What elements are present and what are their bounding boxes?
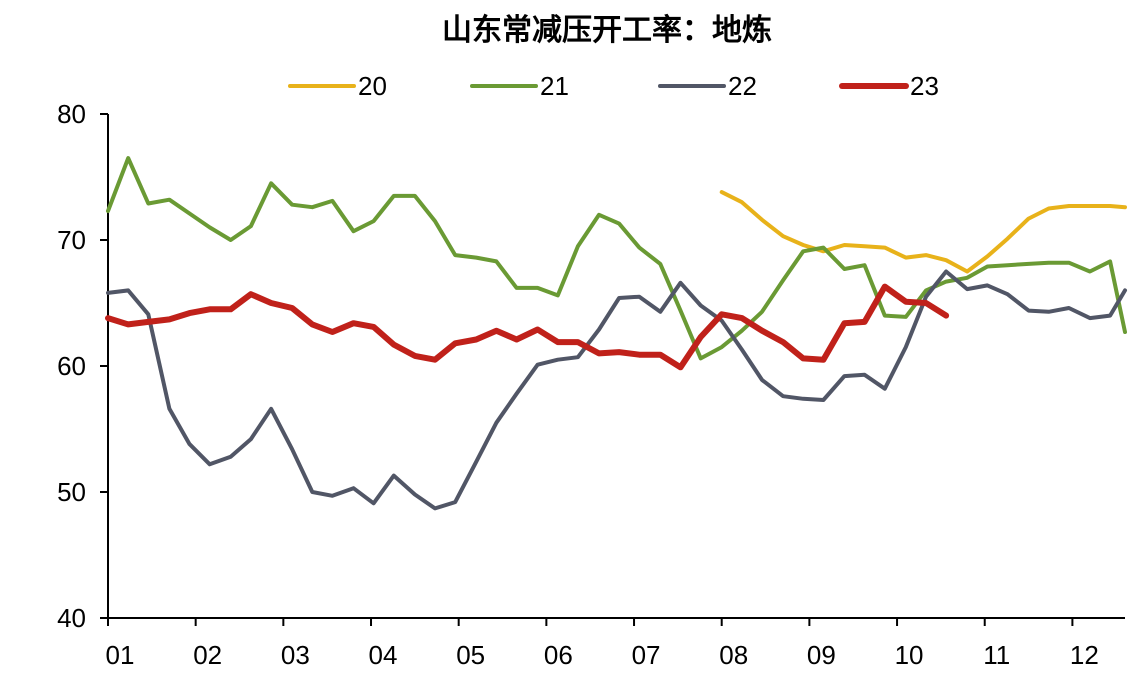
x-tick-label: 07 bbox=[632, 640, 661, 670]
x-axis: 01 02 03 04 05 06 07 08 09 10 11 12 bbox=[106, 617, 1125, 670]
series-line-21 bbox=[106, 156, 1127, 361]
x-tick-label: 11 bbox=[983, 640, 1010, 670]
x-tick-label: 10 bbox=[895, 640, 924, 670]
x-tick-label: 04 bbox=[369, 640, 398, 670]
y-tick-label: 50 bbox=[57, 477, 86, 507]
legend: 20 21 22 23 bbox=[288, 71, 939, 101]
series-line-20 bbox=[719, 190, 1127, 274]
chart-title: 山东常减压开工率：地炼 bbox=[442, 13, 772, 48]
series-line-22 bbox=[106, 269, 1127, 511]
x-tick-label: 01 bbox=[106, 640, 135, 670]
legend-label: 21 bbox=[540, 71, 569, 101]
x-tick-label: 09 bbox=[807, 640, 836, 670]
x-tick-label: 06 bbox=[544, 640, 573, 670]
y-tick-label: 70 bbox=[57, 225, 86, 255]
x-tick-label: 12 bbox=[1070, 640, 1099, 670]
x-tick-label: 08 bbox=[719, 640, 748, 670]
y-tick-label: 40 bbox=[57, 603, 86, 633]
x-tick-label: 03 bbox=[281, 640, 310, 670]
y-tick-label: 80 bbox=[57, 99, 86, 129]
y-tick-label: 60 bbox=[57, 351, 86, 381]
x-tick-label: 02 bbox=[193, 640, 222, 670]
legend-label: 23 bbox=[910, 71, 939, 101]
legend-label: 20 bbox=[358, 71, 387, 101]
x-tick-label: 05 bbox=[456, 640, 485, 670]
legend-label: 22 bbox=[728, 71, 757, 101]
y-axis: 40 50 60 70 80 bbox=[57, 99, 109, 633]
series-layer bbox=[105, 156, 1127, 511]
series-line-23 bbox=[105, 283, 950, 371]
